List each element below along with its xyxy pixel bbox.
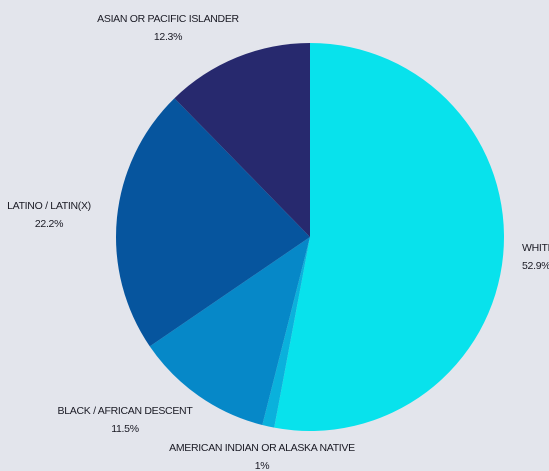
pie-slice-american-indian-or-alaska-native xyxy=(262,237,310,428)
slice-value-black-african-descent: 11.5% xyxy=(111,423,139,435)
pie-slice-black-african-descent xyxy=(149,237,310,426)
slice-label-black-african-descent: BLACK / AFRICAN DESCENT xyxy=(58,405,194,417)
pie-slice-latino-latin-x xyxy=(115,98,310,347)
slice-label-asian-or-pacific-islander: ASIAN OR PACIFIC ISLANDER xyxy=(97,13,239,25)
slice-label-american-indian-or-alaska-native: AMERICAN INDIAN OR ALASKA NATIVE xyxy=(169,442,355,454)
pie-labels: WHITE 52.9% AMERICAN INDIAN OR ALASKA NATI… xyxy=(7,13,549,471)
slice-value-asian-or-pacific-islander: 12.3% xyxy=(154,31,182,43)
slice-value-latino-latin-x: 22.2% xyxy=(35,218,63,230)
pie-slices xyxy=(115,42,505,432)
slice-value-white: 52.9% xyxy=(522,260,549,272)
slice-value-american-indian-or-alaska-native: 1% xyxy=(255,460,270,471)
pie-slice-white xyxy=(274,43,505,432)
slice-label-white: WHITE xyxy=(522,242,549,254)
slice-label-latino-latin-x: LATINO / LATIN(X) xyxy=(7,200,91,212)
pie-slice-asian-or-pacific-islander xyxy=(174,42,310,237)
